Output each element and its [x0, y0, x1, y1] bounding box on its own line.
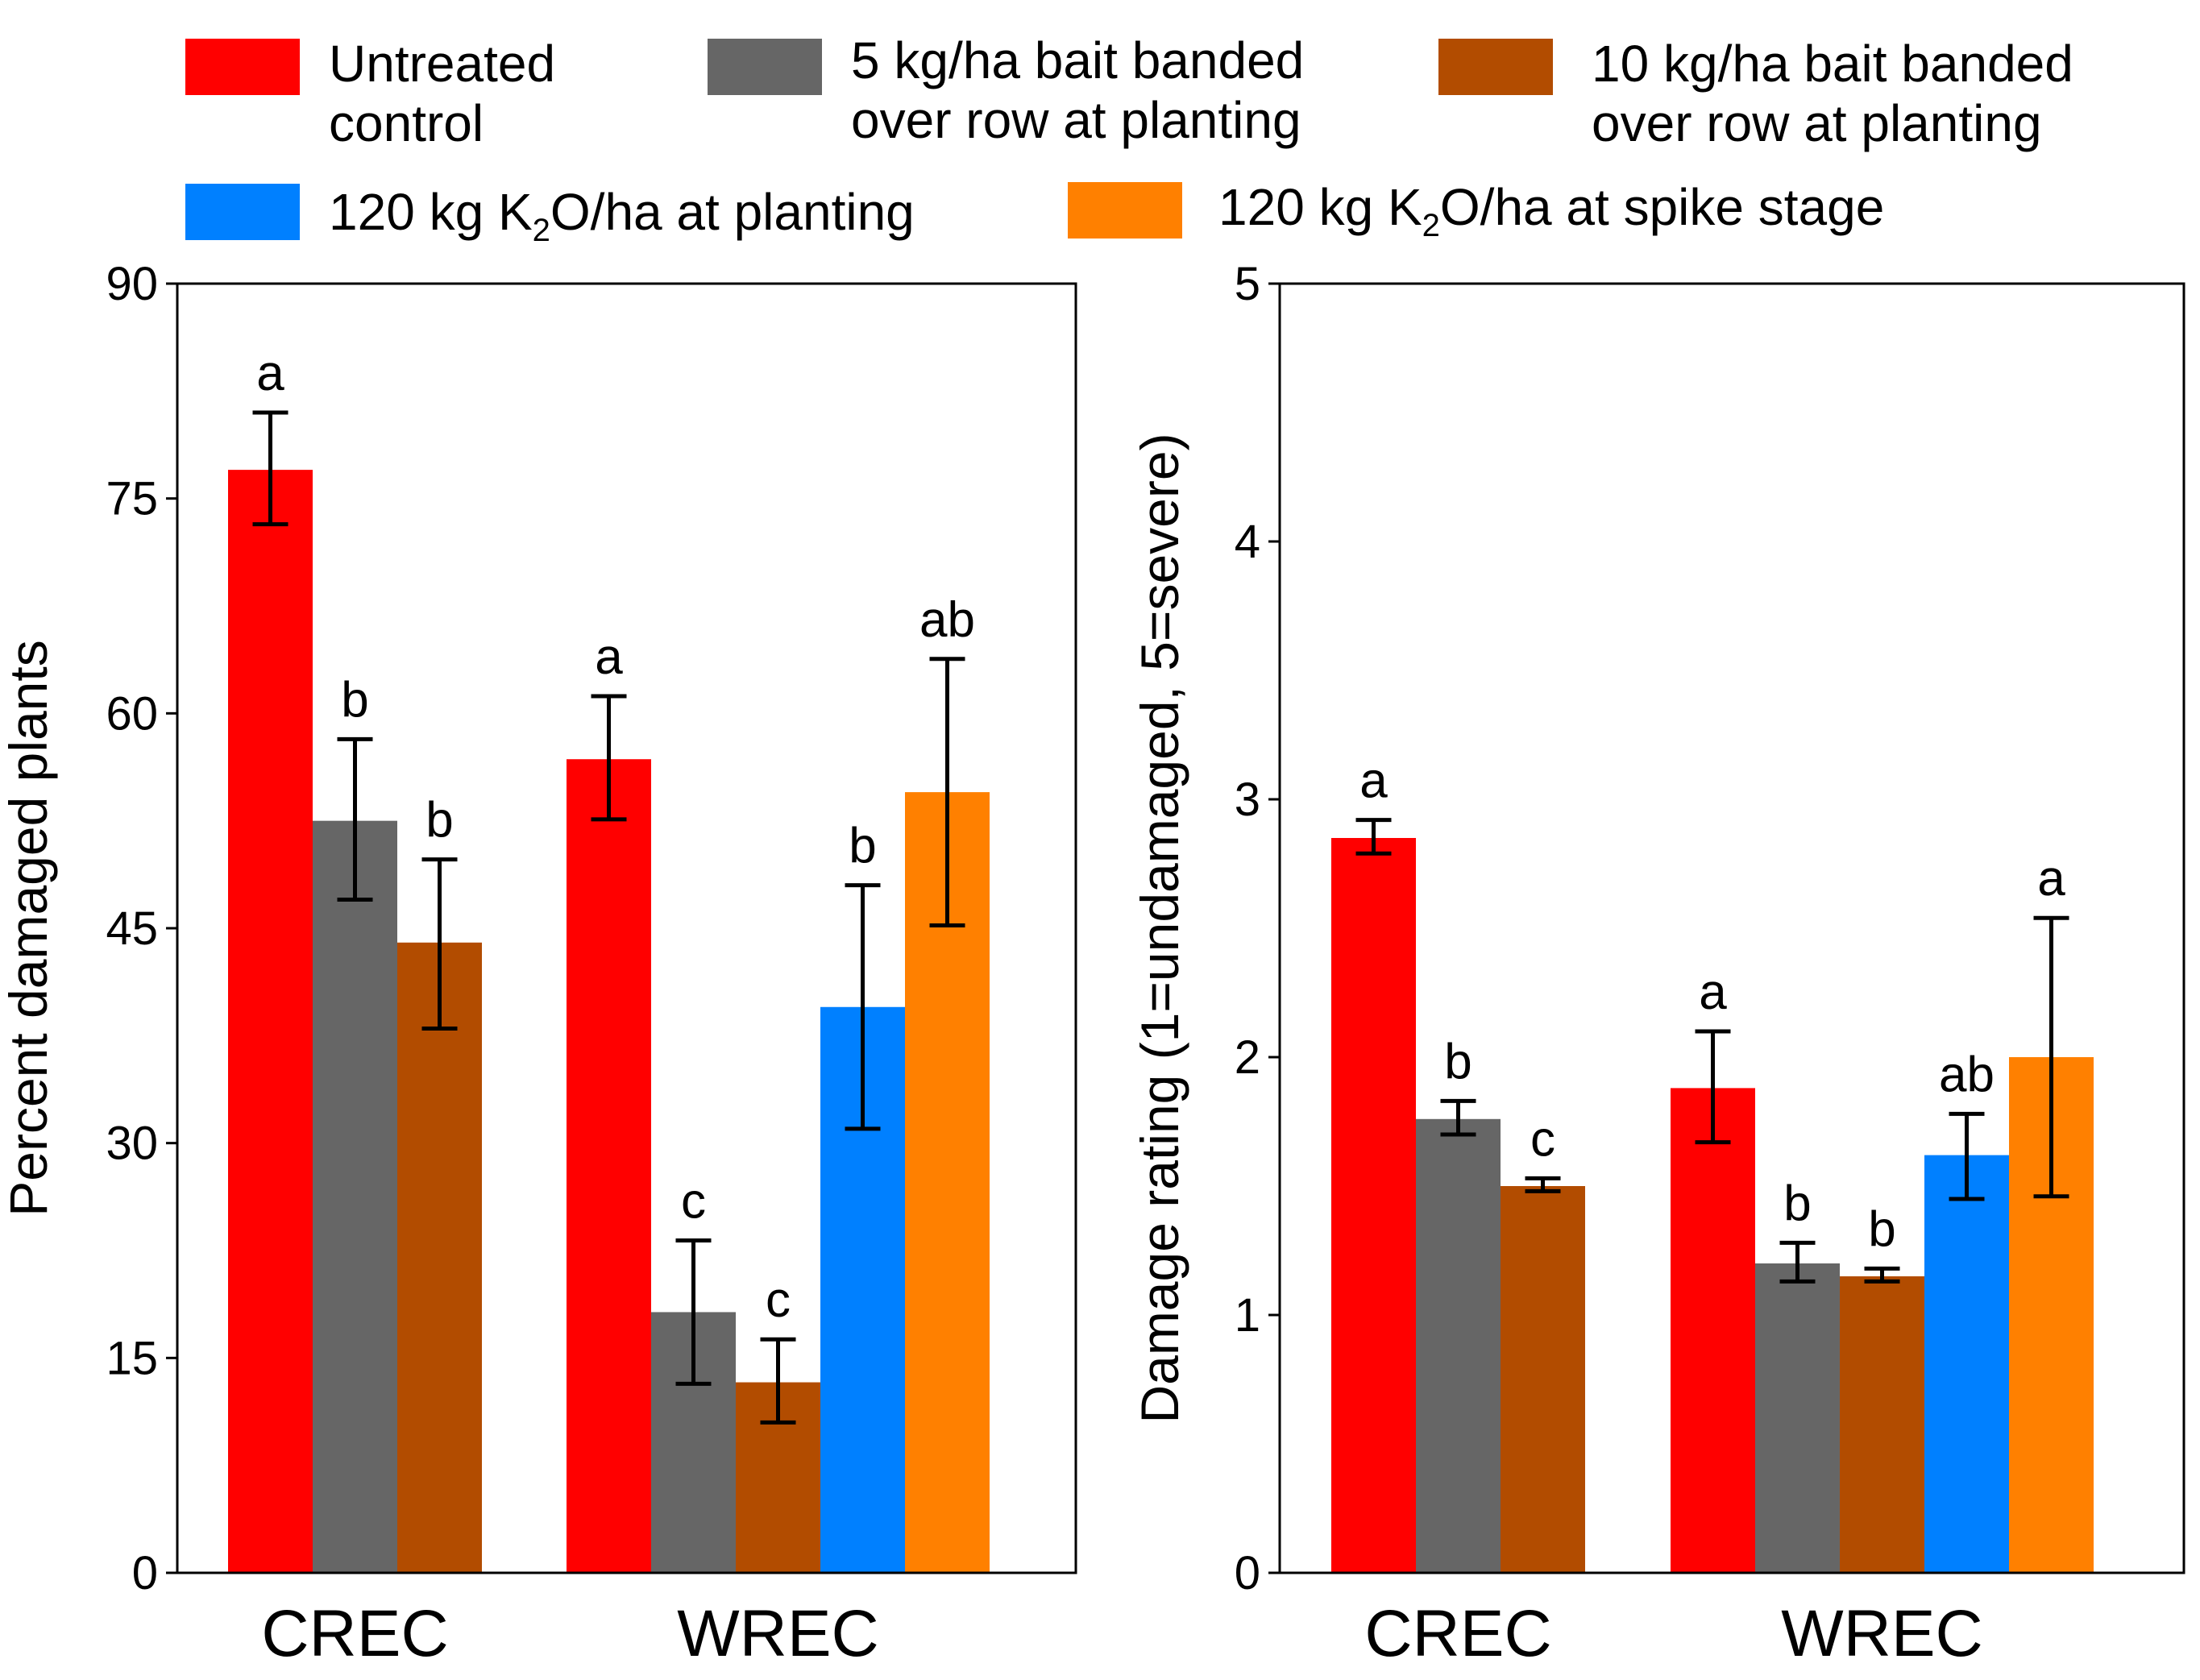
panel2-bar-crec-1 [1416, 1118, 1501, 1573]
panel2-bar-wrec-1 [1755, 1263, 1840, 1573]
legend-label-bait10-line2: over row at planting [1592, 94, 2042, 152]
legend-label-bait5-line2: over row at planting [851, 91, 1301, 149]
panel2-sig-label-crec-1: b [1444, 1034, 1472, 1089]
panel2-ytick-label-3: 3 [1235, 774, 1260, 826]
panel1-y-axis-title: Percent damaged plants [0, 640, 58, 1216]
legend-label-k2o-planting: 120 kg K2O/ha at planting [329, 182, 915, 247]
legend-label-bait10-line1: 10 kg/ha bait banded [1592, 35, 2073, 93]
panel1-sig-label-crec-0: a [256, 346, 284, 401]
panel1-ytick-label-1: 15 [106, 1332, 158, 1384]
legend-swatch-bait10 [1438, 39, 1553, 95]
legend-label-untreated-line1: Untreated [329, 35, 556, 93]
legend-swatch-k2o-spike [1068, 182, 1182, 239]
panel2-sig-label-wrec-2: b [1868, 1201, 1895, 1257]
panel2-ytick-label-2: 2 [1235, 1031, 1260, 1084]
panel2-sig-label-wrec-1: b [1783, 1176, 1811, 1231]
legend-label-k2o-spike-pre: 120 kg K [1218, 178, 1422, 236]
panel1-bar-wrec-0 [567, 759, 651, 1573]
panel1-sig-label-wrec-0: a [595, 629, 623, 685]
panel1-ytick-label-4: 60 [106, 687, 158, 740]
panel1-category-label-crec: CREC [261, 1597, 448, 1670]
panel2-sig-label-crec-2: c [1530, 1111, 1555, 1167]
panel1-sig-label-wrec-2: c [766, 1272, 791, 1328]
panel1-ytick-label-3: 45 [106, 902, 158, 955]
panel1-ytick-label-6: 90 [106, 258, 158, 310]
legend-label-k2o-spike-sub: 2 [1422, 208, 1440, 243]
legend-label-k2o-spike-post: O/ha at spike stage [1439, 178, 1885, 236]
legend-label-untreated-line2: control [329, 94, 484, 152]
panel2-sig-label-crec-0: a [1359, 753, 1388, 809]
panel1-bar-crec-0 [228, 470, 313, 1573]
panel2-sig-label-wrec-0: a [1699, 964, 1727, 1020]
panel2-sig-label-wrec-4: a [2037, 851, 2065, 906]
panel1-ytick-label-5: 75 [106, 473, 158, 525]
legend-label-k2o-planting-pre: 120 kg K [329, 183, 533, 241]
panel1-bar-crec-1 [313, 820, 397, 1573]
legend-swatch-bait5 [708, 39, 822, 95]
panel2-bar-crec-0 [1331, 838, 1416, 1573]
panel2-bar-wrec-3 [1924, 1155, 2009, 1573]
panel2-bar-wrec-0 [1671, 1088, 1755, 1573]
legend-swatch-untreated [185, 39, 300, 95]
panel1-sig-label-wrec-1: c [681, 1174, 706, 1230]
legend-label-k2o-planting-sub: 2 [532, 213, 550, 248]
legend-label-bait5-line1: 5 kg/ha bait banded [851, 31, 1305, 89]
panel2-bar-wrec-2 [1840, 1276, 1924, 1573]
panel2-category-label-wrec: WREC [1781, 1597, 1983, 1670]
panel1-ytick-label-0: 0 [132, 1547, 158, 1599]
legend-label-bait10: 10 kg/ha bait banded over row at plantin… [1592, 34, 2073, 153]
legend: Untreated control 5 kg/ha bait banded ov… [0, 0, 2200, 266]
panel2-plot-frame [1278, 282, 2185, 1574]
panel2-y-axis-title: Damage rating (1=undamaged, 5=severe) [1130, 433, 1189, 1423]
panel1-sig-label-wrec-4: ab [919, 592, 975, 648]
panel1-bar-crec-2 [397, 942, 482, 1573]
panel1-sig-label-wrec-3: b [849, 819, 876, 874]
legend-label-k2o-planting-post: O/ha at planting [550, 183, 915, 241]
panel2-ytick-label-0: 0 [1235, 1547, 1260, 1599]
panel2-category-label-crec: CREC [1364, 1597, 1551, 1670]
legend-label-k2o-spike: 120 kg K2O/ha at spike stage [1218, 177, 1885, 242]
panel1-sig-label-crec-1: b [341, 672, 368, 728]
panel2-bar-crec-2 [1501, 1186, 1585, 1573]
panel1-sig-label-crec-2: b [425, 793, 453, 848]
panel2-ytick-label-4: 4 [1235, 516, 1260, 568]
legend-label-untreated: Untreated control [329, 34, 555, 153]
panel2-ytick-label-5: 5 [1235, 258, 1260, 310]
panel2-sig-label-wrec-3: ab [1939, 1047, 1995, 1102]
legend-label-bait5: 5 kg/ha bait banded over row at planting [851, 31, 1304, 150]
panel2-ytick-label-1: 1 [1235, 1289, 1260, 1342]
panel1-category-label-wrec: WREC [677, 1597, 879, 1670]
legend-swatch-k2o-planting [185, 184, 300, 240]
panel1-ytick-label-2: 30 [106, 1118, 158, 1170]
